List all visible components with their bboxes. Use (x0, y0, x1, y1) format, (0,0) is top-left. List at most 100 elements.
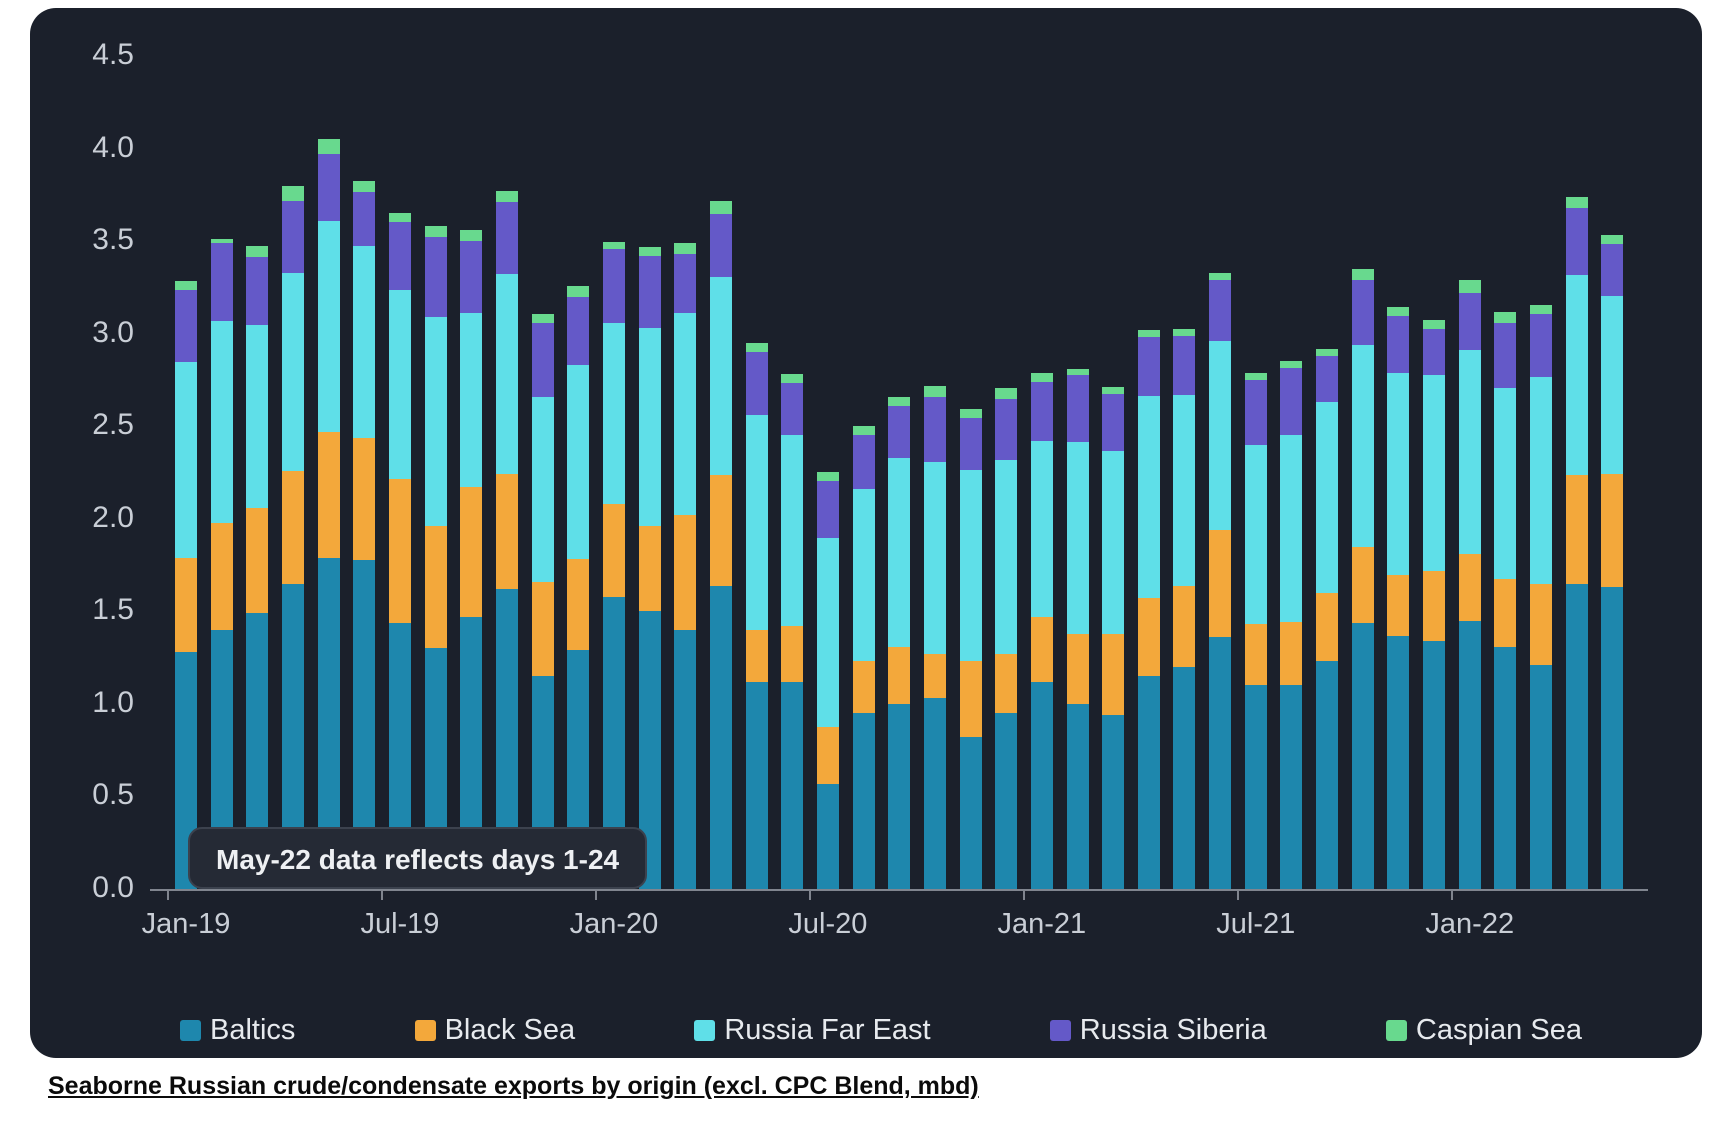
black-sea-segment[interactable] (745, 630, 768, 682)
russia-siberia-segment[interactable] (1351, 280, 1374, 345)
caspian-sea-segment[interactable] (1102, 387, 1125, 394)
caspian-sea-segment[interactable] (1209, 273, 1232, 280)
caspian-sea-segment[interactable] (531, 314, 554, 323)
baltics-segment[interactable] (674, 630, 697, 889)
caspian-sea-segment[interactable] (1030, 373, 1053, 382)
black-sea-segment[interactable] (1137, 598, 1160, 676)
caspian-sea-segment[interactable] (1066, 369, 1089, 375)
caspian-sea-segment[interactable] (388, 213, 411, 222)
bar-Feb-20[interactable] (638, 247, 661, 889)
black-sea-segment[interactable] (1565, 475, 1588, 584)
bar-Oct-19[interactable] (495, 191, 518, 889)
russia-siberia-segment[interactable] (1387, 316, 1410, 373)
russia-siberia-segment[interactable] (1316, 356, 1339, 402)
black-sea-segment[interactable] (1530, 584, 1553, 665)
black-sea-segment[interactable] (1387, 575, 1410, 636)
black-sea-segment[interactable] (495, 474, 518, 589)
baltics-segment[interactable] (1351, 623, 1374, 889)
caspian-sea-segment[interactable] (281, 186, 304, 201)
legend-item-russia-siberia[interactable]: Russia Siberia (1049, 1014, 1267, 1047)
caspian-sea-segment[interactable] (888, 397, 911, 406)
russia-far-east-segment[interactable] (210, 321, 233, 523)
black-sea-segment[interactable] (460, 487, 483, 617)
caspian-sea-segment[interactable] (1387, 307, 1410, 316)
russia-far-east-segment[interactable] (424, 317, 447, 526)
russia-far-east-segment[interactable] (923, 462, 946, 654)
russia-siberia-segment[interactable] (781, 383, 804, 435)
russia-far-east-segment[interactable] (638, 328, 661, 526)
baltics-segment[interactable] (388, 623, 411, 889)
russia-siberia-segment[interactable] (1244, 380, 1267, 445)
bar-Mar-21[interactable] (1102, 387, 1125, 889)
caspian-sea-segment[interactable] (1244, 373, 1267, 380)
russia-siberia-segment[interactable] (567, 297, 590, 365)
russia-siberia-segment[interactable] (1423, 329, 1446, 375)
russia-far-east-segment[interactable] (1030, 441, 1053, 617)
legend-item-russia-far-east[interactable]: Russia Far East (694, 1014, 931, 1047)
bar-May-19[interactable] (317, 139, 340, 889)
legend-item-caspian-sea[interactable]: Caspian Sea (1385, 1014, 1582, 1047)
bar-Aug-21[interactable] (1280, 361, 1303, 889)
bar-Jan-21[interactable] (1030, 373, 1053, 889)
baltics-segment[interactable] (1423, 641, 1446, 889)
russia-far-east-segment[interactable] (674, 313, 697, 515)
baltics-segment[interactable] (1280, 685, 1303, 889)
baltics-segment[interactable] (353, 560, 376, 889)
legend-item-baltics[interactable]: Baltics (180, 1014, 295, 1047)
russia-far-east-segment[interactable] (852, 489, 875, 661)
russia-far-east-segment[interactable] (1173, 395, 1196, 586)
caspian-sea-segment[interactable] (1458, 280, 1481, 293)
black-sea-segment[interactable] (1030, 617, 1053, 682)
russia-far-east-segment[interactable] (317, 221, 340, 432)
baltics-segment[interactable] (1102, 715, 1125, 889)
russia-siberia-segment[interactable] (246, 257, 269, 325)
russia-siberia-segment[interactable] (1565, 208, 1588, 275)
bar-May-21[interactable] (1173, 329, 1196, 889)
russia-far-east-segment[interactable] (246, 325, 269, 508)
russia-siberia-segment[interactable] (1458, 293, 1481, 350)
baltics-segment[interactable] (1601, 587, 1624, 889)
russia-far-east-segment[interactable] (745, 415, 768, 630)
black-sea-segment[interactable] (210, 523, 233, 630)
russia-siberia-segment[interactable] (1601, 244, 1624, 296)
caspian-sea-segment[interactable] (1280, 361, 1303, 368)
bar-May-20[interactable] (745, 343, 768, 889)
black-sea-segment[interactable] (1173, 586, 1196, 667)
caspian-sea-segment[interactable] (210, 239, 233, 243)
russia-far-east-segment[interactable] (1102, 451, 1125, 634)
russia-siberia-segment[interactable] (210, 243, 233, 321)
russia-far-east-segment[interactable] (1066, 442, 1089, 634)
russia-siberia-segment[interactable] (923, 397, 946, 462)
black-sea-segment[interactable] (674, 515, 697, 630)
russia-far-east-segment[interactable] (1244, 445, 1267, 624)
black-sea-segment[interactable] (175, 558, 197, 652)
legend-item-black-sea[interactable]: Black Sea (414, 1014, 575, 1047)
russia-siberia-segment[interactable] (995, 399, 1018, 460)
caspian-sea-segment[interactable] (246, 246, 269, 257)
russia-siberia-segment[interactable] (1209, 280, 1232, 341)
black-sea-segment[interactable] (1351, 547, 1374, 623)
russia-siberia-segment[interactable] (1137, 337, 1160, 396)
russia-far-east-segment[interactable] (1494, 388, 1517, 579)
caspian-sea-segment[interactable] (1173, 329, 1196, 336)
black-sea-segment[interactable] (424, 526, 447, 648)
baltics-segment[interactable] (1066, 704, 1089, 889)
russia-siberia-segment[interactable] (495, 202, 518, 274)
baltics-segment[interactable] (495, 589, 518, 889)
russia-far-east-segment[interactable] (175, 362, 197, 558)
baltics-segment[interactable] (1030, 682, 1053, 889)
baltics-segment[interactable] (745, 682, 768, 889)
baltics-segment[interactable] (1387, 636, 1410, 889)
russia-siberia-segment[interactable] (531, 323, 554, 397)
russia-far-east-segment[interactable] (531, 397, 554, 582)
baltics-segment[interactable] (816, 784, 839, 889)
russia-far-east-segment[interactable] (1137, 396, 1160, 598)
caspian-sea-segment[interactable] (460, 230, 483, 241)
russia-far-east-segment[interactable] (1280, 435, 1303, 622)
bar-Dec-21[interactable] (1423, 320, 1446, 889)
caspian-sea-segment[interactable] (959, 409, 982, 418)
black-sea-segment[interactable] (602, 504, 625, 597)
black-sea-segment[interactable] (317, 432, 340, 558)
caspian-sea-segment[interactable] (638, 247, 661, 256)
baltics-segment[interactable] (602, 597, 625, 889)
